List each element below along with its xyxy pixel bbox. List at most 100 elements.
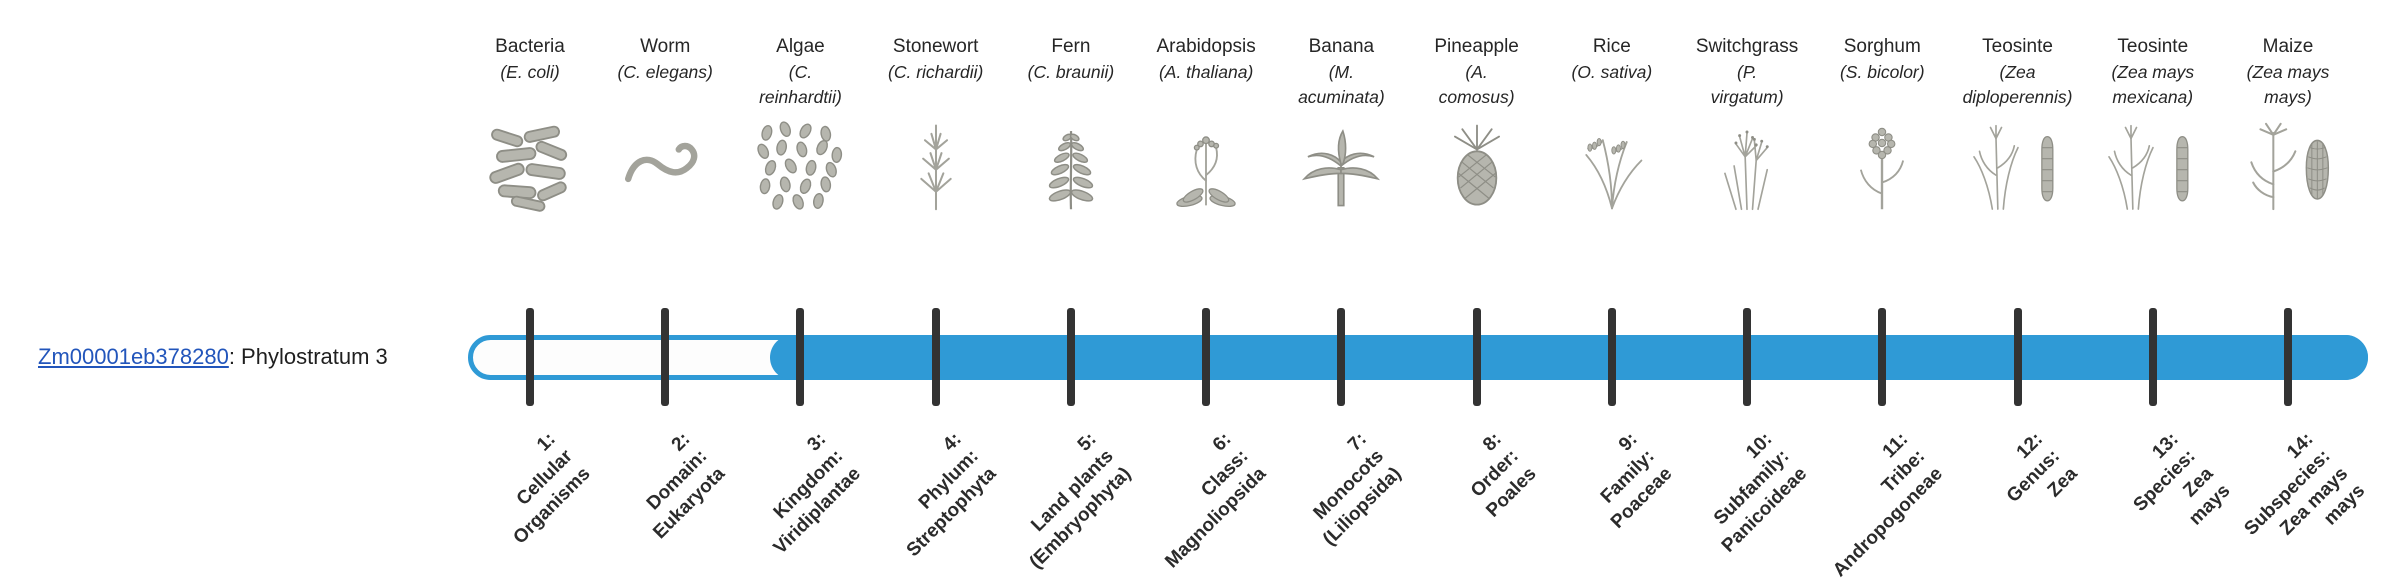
species-scientific-name: (Zea mays mexicana) xyxy=(2111,62,2195,107)
phylostratum-column: Algae (C. reinhardtii) 3: Kingdom: Virid… xyxy=(725,0,875,580)
species-scientific-name: (S. bicolor) xyxy=(1839,62,1925,82)
phylostratum-column: Stonewort (C. richardii) 4: Phylum: Stre… xyxy=(861,0,1011,580)
species-scientific-name: (M. acuminata) xyxy=(1298,62,1385,107)
species-header: Pineapple (A. comosus) xyxy=(1402,34,1552,212)
stratum-label: 14: Subspecies: Zea mays mays xyxy=(2240,428,2370,540)
phylostratum-column: Teosinte (Zea mays mexicana) 13: Species… xyxy=(2078,0,2234,580)
stratum-tick xyxy=(2013,308,2022,406)
species-common-name: Teosinte xyxy=(2117,36,2189,57)
species-header: Teosinte (Zea diploperennis) xyxy=(1943,34,2093,212)
phylostratum-column: Worm (C. elegans) 2: Domain: Eukaryota xyxy=(590,0,740,580)
species-header: Sorghum (S. bicolor) xyxy=(1807,34,1957,212)
rice-icon xyxy=(1537,118,1687,212)
phylostratum-column: Rice (O. sativa) 9: Family: Poaceae xyxy=(1537,0,1687,580)
species-common-name: Arabidopsis xyxy=(1156,36,1256,57)
stratum-label: 11: Tribe: Andropogoneae xyxy=(1828,428,1947,580)
stonewort-icon xyxy=(861,118,1011,212)
stratum-tick xyxy=(1607,308,1616,406)
timeline-track-fill xyxy=(770,335,2368,380)
phylostratum-column: Bacteria (E. coli) 1: Cellular Organisms xyxy=(455,0,605,580)
phylostratum-column: Pineapple (A. comosus) 8: Order: Poales xyxy=(1402,0,1552,580)
stratum-label: 7: Monocots (Liliopsida) xyxy=(1309,428,1406,550)
stratum-tick xyxy=(1472,308,1481,406)
species-scientific-name: (Zea diploperennis) xyxy=(1962,62,2073,107)
arabidopsis-icon xyxy=(1131,118,1281,212)
phylostratum-column: Fern (C. braunii) 5: Land plants (Embryo… xyxy=(996,0,1146,580)
stratum-tick xyxy=(931,308,940,406)
species-scientific-name: (P. virgatum) xyxy=(1710,62,1784,107)
species-header: Algae (C. reinhardtii) xyxy=(725,34,875,212)
species-scientific-name: (Zea mays mays) xyxy=(2246,62,2330,107)
gene-label: Zm00001eb378280: Phylostratum 3 xyxy=(38,344,388,370)
phylostratum-column: Switchgrass (P. virgatum) 10: Subfamily:… xyxy=(1672,0,1822,580)
species-common-name: Rice xyxy=(1592,36,1631,57)
stratum-label: 4: Phylum: Streptophyta xyxy=(901,428,1000,561)
banana-icon xyxy=(1266,118,1416,212)
species-header: Maize (Zea mays mays) xyxy=(2213,34,2363,212)
stratum-tick xyxy=(2284,308,2292,406)
stratum-label: 3: Kingdom: Viridiplantae xyxy=(769,428,865,559)
species-scientific-name: (C. elegans) xyxy=(617,62,713,82)
stratum-tick xyxy=(661,308,670,406)
species-common-name: Worm xyxy=(640,36,691,57)
species-scientific-name: (E. coli) xyxy=(500,62,560,82)
stratum-tick xyxy=(1202,308,1211,406)
species-header: Arabidopsis (A. thaliana) xyxy=(1131,34,1281,212)
phylostratum-column: Sorghum (S. bicolor) 11: Tribe: Andropog… xyxy=(1807,0,1957,580)
species-common-name: Maize xyxy=(2262,36,2314,57)
species-scientific-name: (A. comosus) xyxy=(1438,62,1515,107)
species-header: Bacteria (E. coli) xyxy=(455,34,605,212)
stratum-tick xyxy=(1066,308,1075,406)
phylostratum-column: Teosinte (Zea diploperennis) 12: Genus: … xyxy=(1943,0,2093,580)
stratum-tick xyxy=(2148,308,2157,406)
stratum-label: 8: Order: Poales xyxy=(1467,428,1541,522)
stratum-tick xyxy=(796,308,805,406)
stratum-tick xyxy=(1878,308,1887,406)
species-scientific-name: (C. reinhardtii) xyxy=(759,62,842,107)
sorghum-icon xyxy=(1807,118,1957,212)
species-header: Worm (C. elegans) xyxy=(590,34,740,212)
stratum-tick xyxy=(526,308,534,406)
species-header: Stonewort (C. richardii) xyxy=(861,34,1011,212)
stratum-label: 9: Family: Poaceae xyxy=(1596,428,1676,533)
stratum-tick xyxy=(1337,308,1346,406)
species-scientific-name: (C. braunii) xyxy=(1027,62,1115,82)
species-common-name: Stonewort xyxy=(892,36,979,57)
species-header: Banana (M. acuminata) xyxy=(1266,34,1416,212)
stratum-label: 5: Land plants (Embryophyta) xyxy=(1025,428,1135,573)
worm-icon xyxy=(590,118,740,212)
phylostratum-column: Banana (M. acuminata) 7: Monocots (Lilio… xyxy=(1266,0,1416,580)
gene-phylostratum-text: : Phylostratum 3 xyxy=(228,344,388,369)
teosinte-icon xyxy=(2078,118,2228,212)
phylostratum-column: Maize (Zea mays mays) 14: Subspecies: Ze… xyxy=(2213,0,2369,580)
switchgrass-icon xyxy=(1672,118,1822,212)
bacteria-icon xyxy=(455,118,605,212)
stratum-label: 6: Class: Magnoliopsida xyxy=(1161,428,1271,572)
species-common-name: Banana xyxy=(1308,36,1375,57)
algae-icon xyxy=(725,118,875,212)
maize-icon xyxy=(2213,118,2363,212)
fern-icon xyxy=(996,118,1146,212)
species-common-name: Bacteria xyxy=(495,36,565,57)
teosinte-icon xyxy=(1943,118,2093,212)
species-common-name: Fern xyxy=(1051,36,1091,57)
stratum-label: 2: Domain: Eukaryota xyxy=(643,428,730,543)
species-common-name: Teosinte xyxy=(1982,36,2053,57)
species-common-name: Switchgrass xyxy=(1695,36,1799,57)
species-header: Teosinte (Zea mays mexicana) xyxy=(2078,34,2228,212)
stratum-label: 12: Genus: Zea xyxy=(2003,428,2082,508)
phylostratum-column: Arabidopsis (A. thaliana) 6: Class: Magn… xyxy=(1131,0,1281,580)
stratum-label: 10: Subfamily: Panicoideae xyxy=(1710,428,1812,557)
stratum-label: 1: Cellular Organisms xyxy=(508,428,594,549)
gene-link[interactable]: Zm00001eb378280 xyxy=(38,344,229,369)
species-header: Switchgrass (P. virgatum) xyxy=(1672,34,1822,212)
stratum-tick xyxy=(1743,308,1752,406)
species-scientific-name: (O. sativa) xyxy=(1571,62,1653,82)
species-header: Rice (O. sativa) xyxy=(1537,34,1687,212)
pineapple-icon xyxy=(1402,118,1552,212)
species-header: Fern (C. braunii) xyxy=(996,34,1146,212)
species-scientific-name: (C. richardii) xyxy=(888,62,984,82)
species-common-name: Pineapple xyxy=(1434,36,1519,57)
species-common-name: Sorghum xyxy=(1843,36,1921,57)
